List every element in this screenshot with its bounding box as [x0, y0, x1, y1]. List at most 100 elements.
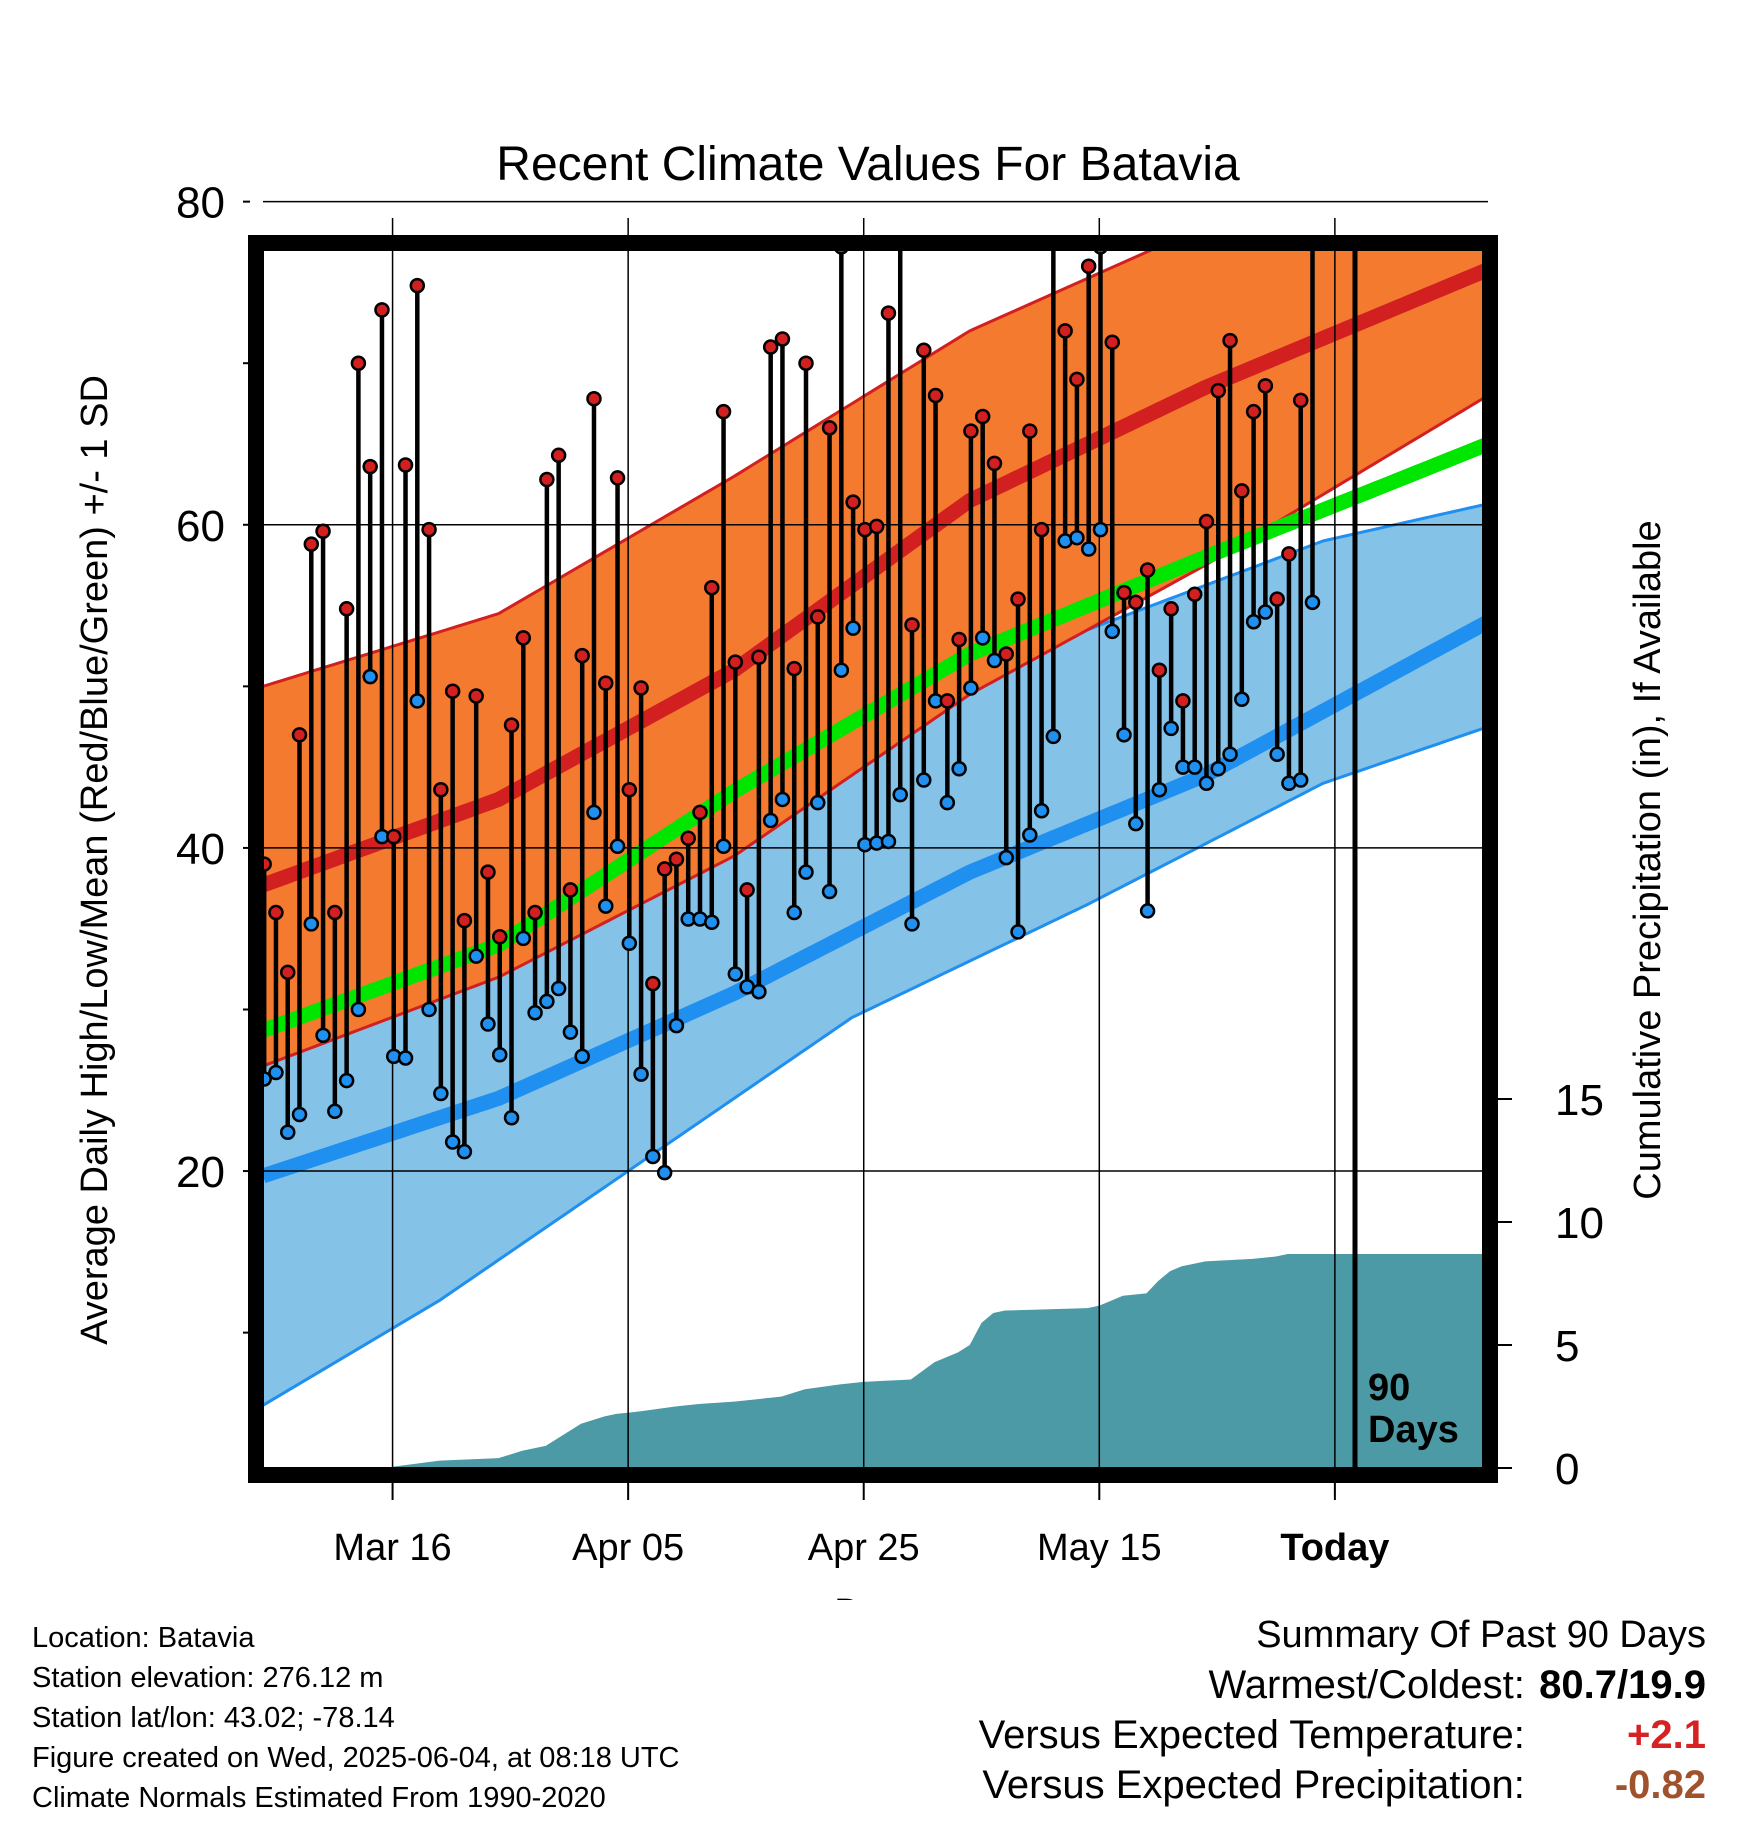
high-point: [550, 447, 567, 464]
high-point: [315, 523, 331, 539]
low-point: [503, 1109, 520, 1126]
high-point: [503, 717, 520, 733]
low-point: [1292, 772, 1309, 788]
y2-axis-label: Cumulative Precipitation (in), If Availa…: [1627, 520, 1669, 1199]
low-point: [456, 1143, 473, 1160]
high-point: [291, 727, 308, 743]
high-point: [350, 355, 367, 371]
low-lower-edge: [263, 725, 1488, 1407]
low-point: [527, 1004, 543, 1021]
precipitation-area: [263, 1253, 1488, 1468]
high-point: [680, 830, 696, 846]
low-point: [598, 898, 614, 914]
high-point: [1257, 378, 1274, 394]
high-point: [963, 423, 979, 439]
low-point: [1234, 691, 1250, 708]
low-point: [668, 1017, 685, 1034]
high-point: [951, 631, 967, 648]
low-point: [916, 772, 932, 788]
location-text: Location: Batavia: [32, 1622, 255, 1654]
low-point: [1128, 815, 1144, 832]
high-point: [656, 861, 673, 877]
high-point: [974, 408, 991, 425]
high-point: [421, 521, 437, 538]
temp-anomaly-label: Versus Expected Temperature:: [978, 1713, 1525, 1757]
low-point: [468, 948, 484, 964]
low-point: [645, 1148, 661, 1165]
high-point: [645, 975, 661, 992]
latlon-text: Station lat/lon: 43.02; -78.14: [32, 1702, 395, 1734]
high-point: [774, 331, 791, 347]
high-point: [1281, 546, 1297, 562]
x-tick-label: Today: [1280, 1527, 1389, 1569]
x-tick-label: Apr 25: [808, 1527, 920, 1569]
low-point: [562, 1024, 579, 1040]
high-point: [1104, 334, 1121, 350]
low-point: [1116, 727, 1132, 743]
high-point: [327, 904, 343, 921]
high-point: [1222, 332, 1238, 349]
low-point: [810, 794, 826, 811]
low-point: [480, 1016, 496, 1032]
low-point: [880, 833, 897, 850]
high-point: [621, 782, 638, 798]
high-point: [810, 609, 826, 625]
high-point: [1163, 601, 1179, 617]
high-point: [468, 688, 484, 704]
high-point: [1269, 591, 1285, 607]
high-point: [1306, 184, 1319, 197]
low-point: [268, 1064, 284, 1081]
high-point: [515, 630, 532, 646]
high-point: [939, 693, 956, 709]
high-point: [539, 471, 555, 488]
high-point: [1057, 323, 1073, 339]
high-point: [1175, 693, 1191, 709]
low-point: [315, 1027, 331, 1044]
climate-chart: Recent Climate Values For Batavia 90 Days…: [74, 138, 1669, 1600]
high-point: [1245, 403, 1262, 420]
x-tick-label: May 15: [1037, 1527, 1162, 1569]
low-point: [939, 794, 956, 811]
high-point: [1139, 562, 1156, 578]
normal-low-line: [263, 615, 1488, 1184]
low-point: [1010, 924, 1026, 940]
low-point: [609, 838, 626, 855]
low-point: [263, 1071, 272, 1087]
low-point: [338, 1072, 355, 1089]
high-point: [880, 305, 897, 321]
summary-title: Summary Of Past 90 Days: [1256, 1614, 1706, 1656]
today-marker-label: 90 Days: [1368, 1367, 1459, 1451]
low-point: [492, 1046, 508, 1063]
low-point: [1045, 728, 1062, 745]
high-point: [668, 851, 685, 867]
low-point: [986, 652, 1003, 669]
high-point: [868, 518, 885, 535]
temp-anomaly-row: Versus Expected Temperature: +2.1: [979, 1710, 1706, 1760]
low-point: [1033, 803, 1050, 819]
high-point: [1292, 392, 1309, 409]
precip-anomaly-label: Versus Expected Precipitation:: [982, 1763, 1525, 1807]
summary-panel: Summary Of Past 90 Days Warmest/Coldest:…: [979, 1610, 1706, 1810]
today-label-line: 90: [1368, 1367, 1410, 1409]
high-point: [385, 828, 402, 845]
warm-cold-row: Warmest/Coldest: 80.7/19.9: [979, 1660, 1707, 1710]
low-point: [409, 693, 426, 709]
high-point: [751, 649, 767, 666]
low-point: [621, 935, 638, 951]
temp-anomaly-value: +2.1: [1627, 1713, 1706, 1757]
low-point: [327, 1103, 343, 1120]
high-point: [562, 882, 579, 898]
elevation-text: Station elevation: 276.12 m: [32, 1662, 384, 1694]
x-tick-label: Apr 05: [572, 1527, 684, 1569]
high-point: [916, 342, 932, 359]
high-point: [492, 929, 508, 945]
high-point: [609, 470, 626, 486]
low-point: [656, 1164, 673, 1181]
normals-text: Climate Normals Estimated From 1990-2020: [32, 1782, 606, 1814]
high-point: [362, 458, 378, 475]
low-point: [1092, 521, 1109, 538]
low-point: [1186, 759, 1203, 775]
high-point: [739, 882, 755, 898]
low-point: [774, 791, 791, 808]
low-point: [421, 1001, 437, 1018]
